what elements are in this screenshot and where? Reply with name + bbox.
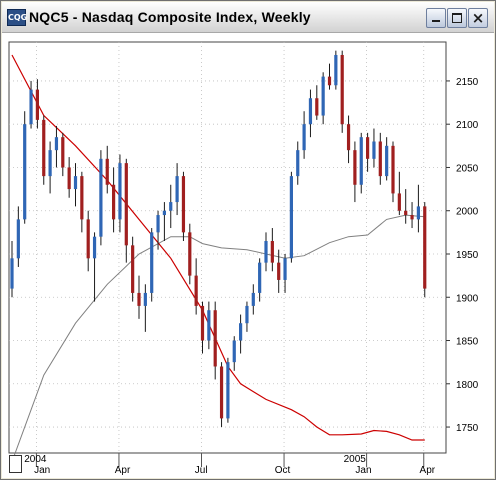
chart-corner-box[interactable]	[9, 455, 22, 473]
minimize-icon	[432, 20, 440, 22]
candle-down	[277, 262, 281, 280]
x-tick-label: Jul	[195, 465, 208, 476]
candle-down	[137, 292, 141, 306]
x-tick-label: Apr	[420, 465, 436, 476]
candle-down	[105, 158, 109, 185]
minimize-button[interactable]	[426, 8, 446, 28]
candle-up	[302, 124, 306, 151]
x-tick-label: Jan	[34, 465, 50, 476]
year-label: 2005	[344, 454, 367, 465]
x-tick-label: Jan	[355, 465, 371, 476]
candle-up	[169, 202, 173, 211]
candle-down	[42, 119, 46, 177]
moving-average-short	[11, 214, 425, 462]
candlestick-chart[interactable]: 1750 1800 1850 1900 1950 2000 2050 2100 2150 Jan A…	[2, 33, 494, 478]
candle-up	[334, 54, 338, 86]
y-tick-label: 2050	[456, 163, 479, 174]
candle-up	[10, 258, 14, 289]
candle-up	[162, 210, 166, 216]
candle-up	[48, 150, 52, 177]
candle-up	[29, 89, 33, 125]
candle-up	[175, 176, 179, 203]
y-tick-label: 2100	[456, 120, 479, 131]
candle-down	[181, 176, 186, 233]
candle-down	[86, 219, 90, 259]
year-label: 2004	[24, 454, 47, 465]
chart-area[interactable]: 1750 1800 1850 1900 1950 2000 2050 2100 2150 Jan A…	[2, 33, 494, 478]
candle-up	[54, 137, 59, 151]
candle-down	[112, 184, 116, 220]
candle-down	[327, 76, 332, 86]
candle-down	[423, 206, 427, 289]
y-tick-label: 1950	[456, 250, 479, 261]
candle-up	[143, 292, 147, 306]
candle-down	[213, 310, 217, 367]
candle-up	[245, 305, 249, 324]
candle-up	[289, 176, 293, 259]
candle-down	[219, 366, 224, 419]
y-tick-label: 2150	[456, 77, 479, 88]
candle-down	[404, 210, 408, 216]
candle-down	[61, 137, 65, 168]
candle-down	[200, 305, 205, 341]
x-tick-label: Oct	[275, 465, 291, 476]
candle-up	[283, 258, 287, 280]
candle-up	[16, 219, 20, 259]
candle-up	[251, 292, 255, 306]
candle-up	[359, 137, 363, 185]
candle-up	[23, 124, 27, 220]
candle-up	[264, 241, 268, 263]
window-title: NQC5 - Nasdaq Composite Index, Weekly	[29, 9, 311, 25]
candle-down	[194, 275, 198, 306]
candle-up	[207, 310, 211, 341]
candle-down	[346, 124, 351, 151]
candle-up	[385, 145, 389, 177]
y-tick-label: 1850	[456, 337, 479, 348]
candle-down	[124, 163, 128, 246]
y-tick-label: 1800	[456, 380, 479, 391]
candle-down	[391, 145, 395, 194]
maximize-button[interactable]	[447, 8, 467, 28]
candle-up	[150, 232, 154, 293]
candle-up	[73, 176, 78, 190]
candle-up	[258, 262, 262, 293]
moving-average-long	[11, 54, 425, 441]
candle-up	[99, 158, 103, 237]
candle-up	[321, 76, 325, 116]
candle-up	[92, 236, 97, 259]
close-button[interactable]: ×	[468, 8, 488, 28]
y-tick-label: 1900	[456, 293, 479, 304]
candle-down	[188, 232, 192, 276]
candle-up	[372, 141, 376, 159]
candle-up	[226, 362, 230, 419]
candle-down	[315, 98, 319, 116]
candle-up	[118, 163, 122, 220]
candle-up	[239, 323, 243, 341]
candle-up	[416, 206, 420, 220]
candle-up	[232, 340, 236, 363]
close-icon: ×	[471, 9, 485, 27]
candle-down	[366, 137, 370, 159]
candle-up	[308, 98, 313, 125]
x-tick-label: Apr	[115, 465, 131, 476]
candle-down	[35, 89, 39, 120]
candle-up	[156, 215, 160, 233]
candle-down	[378, 141, 382, 177]
candle-down	[397, 193, 401, 211]
candle-up	[296, 150, 300, 177]
app-icon: CQG	[7, 9, 27, 26]
candle-down	[131, 245, 135, 293]
title-bar[interactable]: CQG NQC5 - Nasdaq Composite Index, Weekl…	[2, 2, 494, 33]
candle-down	[270, 241, 274, 263]
candle-down	[80, 176, 84, 220]
candle-down	[340, 54, 344, 125]
maximize-icon	[452, 13, 462, 23]
candle-down	[410, 215, 414, 220]
candle-down	[353, 150, 357, 185]
y-tick-label: 1750	[456, 423, 479, 434]
y-tick-label: 2000	[456, 207, 479, 218]
candle-down	[67, 167, 71, 190]
